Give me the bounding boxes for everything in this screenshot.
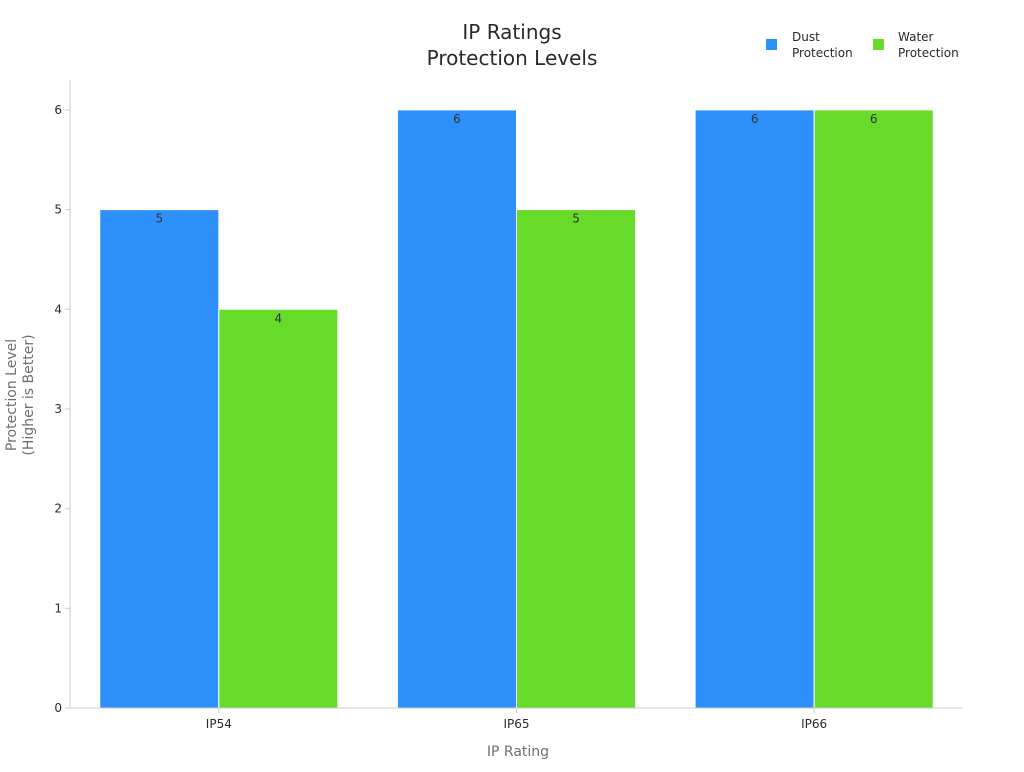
y-axis-label: Protection Level (Higher is Better)	[4, 334, 37, 455]
y-axis-ticks: 0 1 2 3 4 5 6	[54, 103, 70, 715]
y-tick-label-4: 4	[54, 302, 62, 316]
y-tick-label-3: 3	[54, 402, 62, 416]
bar-ip65-water-protection	[516, 209, 637, 709]
legend-swatch-water	[873, 39, 884, 50]
y-tick-label-5: 5	[54, 203, 62, 217]
bar-ip54-dust-protection	[99, 209, 220, 709]
bar-value-label: 6	[751, 112, 759, 126]
bars	[99, 109, 934, 709]
y-axis-label-line-1: Protection Level	[4, 339, 20, 451]
y-tick-label-6: 6	[54, 103, 62, 117]
chart-title-line-2: Protection Levels	[427, 46, 598, 70]
x-axis-ticks: IP54 IP65 IP66	[206, 708, 827, 731]
bar-value-label: 4	[275, 311, 283, 325]
bar-value-labels: 5 4 6 5 6 6	[155, 112, 877, 325]
y-tick-label-2: 2	[54, 502, 62, 516]
legend-label-water-line-2: Protection	[898, 46, 959, 60]
y-tick-label-0: 0	[54, 701, 62, 715]
x-axis-label: IP Rating	[487, 744, 549, 760]
bar-value-label: 5	[572, 212, 580, 226]
bar-ip65-dust-protection	[396, 109, 517, 709]
bar-value-label: 5	[155, 212, 163, 226]
bar-value-label: 6	[870, 112, 878, 126]
x-tick-label-ip66: IP66	[801, 717, 827, 731]
bar-ip66-dust-protection	[694, 109, 815, 709]
legend: Dust Protection Water Protection	[766, 30, 959, 60]
bar-ip54-water-protection	[218, 308, 339, 709]
y-tick-label-1: 1	[54, 601, 62, 615]
chart-title: IP Ratings Protection Levels	[427, 20, 598, 70]
y-axis-label-line-2: (Higher is Better)	[21, 334, 37, 455]
legend-label-dust-line-2: Protection	[792, 46, 853, 60]
bar-value-label: 6	[453, 112, 461, 126]
x-tick-label-ip54: IP54	[206, 717, 232, 731]
bar-ip66-water-protection	[813, 109, 934, 709]
x-tick-label-ip65: IP65	[503, 717, 529, 731]
chart-title-line-1: IP Ratings	[462, 20, 561, 44]
legend-label-water-line-1: Water	[898, 30, 934, 44]
legend-label-dust-line-1: Dust	[792, 30, 820, 44]
legend-swatch-dust	[766, 39, 777, 50]
